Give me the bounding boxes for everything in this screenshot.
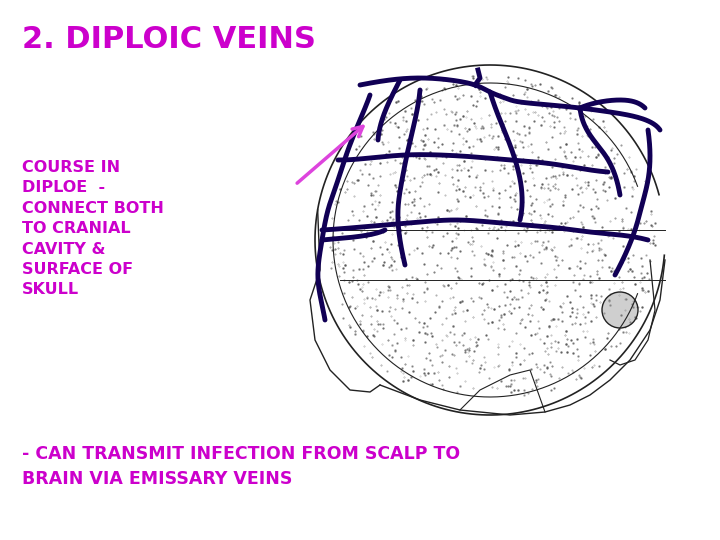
Text: COURSE IN
DIPLOE  -
CONNECT BOTH
TO CRANIAL
CAVITY &
SURFACE OF
SKULL: COURSE IN DIPLOE - CONNECT BOTH TO CRANI… [22, 160, 164, 298]
Text: 2. DIPLOIC VEINS: 2. DIPLOIC VEINS [22, 25, 316, 54]
Text: - CAN TRANSMIT INFECTION FROM SCALP TO
BRAIN VIA EMISSARY VEINS: - CAN TRANSMIT INFECTION FROM SCALP TO B… [22, 445, 460, 488]
Circle shape [602, 292, 638, 328]
